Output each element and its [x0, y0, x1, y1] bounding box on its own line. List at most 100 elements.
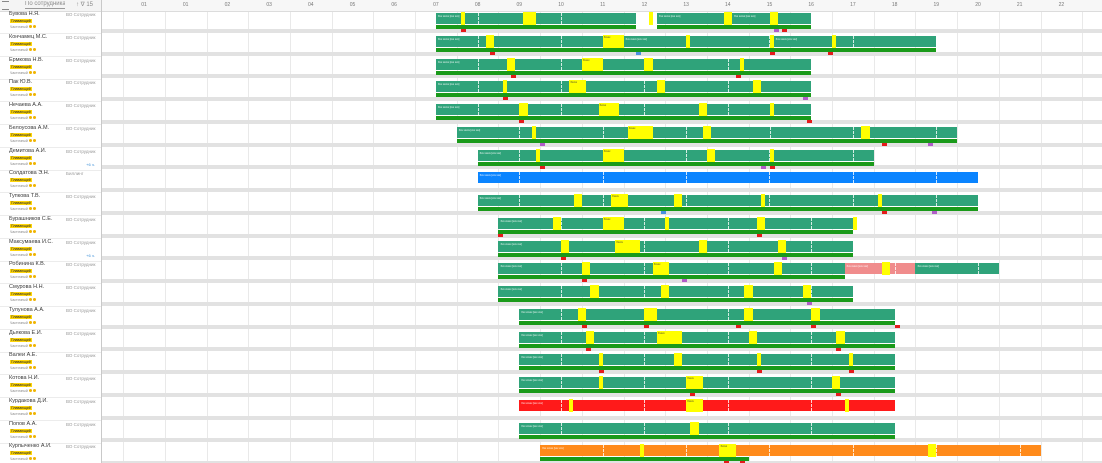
event-marker[interactable]: [644, 324, 650, 328]
employee-row[interactable]: Валеи А.Е. ВО Сотрудник Плавающий Частичный: [0, 352, 101, 376]
break-block[interactable]: [598, 376, 603, 389]
break-block[interactable]: [927, 444, 937, 458]
break-block[interactable]: [686, 34, 691, 48]
employee-row[interactable]: Попов А.А. ВО Сотрудник Плавающий Частичный: [0, 421, 101, 444]
event-marker[interactable]: [756, 370, 762, 374]
break-block[interactable]: [673, 353, 682, 367]
event-marker[interactable]: [807, 120, 813, 123]
employee-name[interactable]: Солдатова Э.Н.: [9, 170, 50, 177]
break-block[interactable]: [569, 398, 574, 412]
employee-name[interactable]: Валеи А.Е.: [9, 352, 37, 359]
event-marker[interactable]: [636, 51, 642, 55]
employee-name[interactable]: Дьякова Е.И.: [9, 329, 43, 336]
employee-name[interactable]: Бурашников С.Е.: [9, 215, 53, 222]
break-block[interactable]: Ххххх: [611, 194, 628, 207]
shift-bar[interactable]: Ххх ххххх [ххх ххх]: [477, 195, 978, 206]
break-block[interactable]: [656, 80, 666, 94]
break-block[interactable]: [769, 148, 774, 162]
event-marker[interactable]: [502, 97, 508, 101]
break-block[interactable]: [706, 148, 716, 162]
break-block[interactable]: [586, 330, 595, 344]
shift-bar[interactable]: Ххх ххххх [ххх ххх]: [519, 422, 895, 434]
break-block[interactable]: [877, 194, 883, 207]
employee-name[interactable]: Ермкова Н.В.: [9, 56, 44, 63]
employee-name[interactable]: Попов А.А.: [9, 420, 37, 427]
break-block[interactable]: Ххххх: [656, 330, 682, 344]
break-block[interactable]: [769, 34, 774, 48]
employee-row[interactable]: Демитова А.И. ВО Сотрудник Плавающий Частич…: [0, 148, 101, 171]
sort-filter-controls[interactable]: ↑ ∇ 15: [76, 2, 94, 8]
employee-name[interactable]: Робинина К.В.: [9, 261, 46, 268]
event-marker[interactable]: [761, 165, 767, 169]
employee-row[interactable]: Тулунова А.А. ВО Сотрудник Плавающий Частич…: [0, 307, 101, 330]
shift-bar[interactable]: Ххх ххххх [ххх ххх]: [915, 263, 999, 275]
break-block[interactable]: Ххххх: [719, 444, 737, 458]
break-block[interactable]: [836, 330, 845, 344]
break-block[interactable]: [577, 307, 586, 321]
employee-row[interactable]: Смурова Н.Н. ВО Сотрудник Плавающий Частичн…: [0, 284, 101, 307]
break-block[interactable]: [673, 194, 682, 207]
break-block[interactable]: [882, 262, 891, 276]
employee-row[interactable]: Максумаева И.С. ВО Сотрудник Плавающий Част…: [0, 239, 101, 262]
event-marker[interactable]: [882, 211, 888, 214]
employee-name[interactable]: Кончамец М.С.: [9, 33, 48, 40]
break-block[interactable]: [773, 262, 782, 276]
break-block[interactable]: [552, 216, 561, 230]
shift-bar[interactable]: Ххх ххххх [ххх ххх]: [519, 354, 895, 366]
break-block[interactable]: Ххххх: [602, 148, 624, 162]
break-block[interactable]: [769, 12, 778, 25]
shift-bar[interactable]: Ххх ххххх [ххх ххх]: [773, 35, 937, 47]
break-block[interactable]: [648, 12, 653, 25]
shift-bar[interactable]: Ххх ххххх [ххх ххх]: [435, 13, 637, 24]
event-marker[interactable]: [540, 165, 546, 169]
group-by-dropdown[interactable]: По сотрудникам: [25, 1, 65, 9]
event-marker[interactable]: [827, 51, 833, 55]
employee-row[interactable]: Нечаева А.А. ВО Сотрудник Плавающий Частичн…: [0, 102, 101, 125]
break-block[interactable]: [832, 376, 841, 389]
break-block[interactable]: Ххххх: [686, 376, 703, 389]
break-block[interactable]: [802, 285, 812, 298]
break-block[interactable]: [661, 285, 670, 298]
break-block[interactable]: [598, 353, 603, 367]
menu-icon[interactable]: [2, 1, 9, 10]
event-marker[interactable]: [736, 74, 742, 78]
event-marker[interactable]: [723, 461, 729, 463]
shift-bar[interactable]: Ххх ххххх [ххх ххх]: [435, 104, 812, 115]
break-block[interactable]: [752, 80, 762, 94]
employee-name[interactable]: Курдакова Д.И.: [9, 397, 48, 404]
employee-row[interactable]: Тупкова Т.В. ВО Сотрудник Плавающий Частичн…: [0, 193, 101, 216]
event-marker[interactable]: [540, 142, 546, 146]
shift-bar[interactable]: Ххх ххххх [ххх ххх]: [844, 263, 916, 275]
break-block[interactable]: Ххххх: [598, 103, 620, 116]
break-block[interactable]: [744, 307, 753, 321]
event-marker[interactable]: [736, 324, 742, 328]
shift-bar[interactable]: Ххх ххххх [ххх ххх]: [623, 35, 774, 47]
event-marker[interactable]: [769, 165, 775, 169]
break-block[interactable]: [698, 103, 707, 116]
event-marker[interactable]: [848, 370, 854, 374]
break-block[interactable]: Ххххх: [581, 57, 603, 71]
employee-name[interactable]: Демитова А.И.: [9, 147, 47, 154]
break-block[interactable]: [756, 353, 762, 367]
break-block[interactable]: [590, 285, 599, 298]
event-marker[interactable]: [807, 302, 813, 305]
employee-row[interactable]: Солдатова Э.Н. Биллинг Плавающий Частичный: [0, 170, 101, 194]
break-block[interactable]: Ххххх: [602, 34, 624, 48]
break-block[interactable]: [502, 80, 507, 94]
event-marker[interactable]: [490, 51, 496, 55]
break-block[interactable]: [531, 125, 536, 139]
shift-bar[interactable]: Ххх ххххх [ххх ххх]: [498, 263, 845, 275]
shift-bar[interactable]: Ххх ххххх [ххх ххх]: [519, 308, 895, 320]
event-marker[interactable]: [811, 324, 817, 328]
employee-row[interactable]: Котова Н.И. ВО Сотрудник Плавающий Частичны…: [0, 375, 101, 398]
shift-bar[interactable]: Ххх ххххх [ххх ххх]: [540, 445, 1041, 457]
break-block[interactable]: Ххххх: [652, 262, 670, 276]
employee-row[interactable]: Робинина К.В. ВО Сотрудник Плавающий Частич…: [0, 261, 101, 285]
break-block[interactable]: Ххххх: [627, 125, 653, 139]
event-marker[interactable]: [836, 347, 842, 351]
employee-row[interactable]: Пак Ю.В. ВО Сотрудник Плавающий Частичный: [0, 79, 101, 103]
event-marker[interactable]: [802, 97, 808, 101]
event-marker[interactable]: [836, 393, 842, 396]
break-block[interactable]: [535, 148, 541, 162]
break-block[interactable]: [702, 125, 712, 139]
